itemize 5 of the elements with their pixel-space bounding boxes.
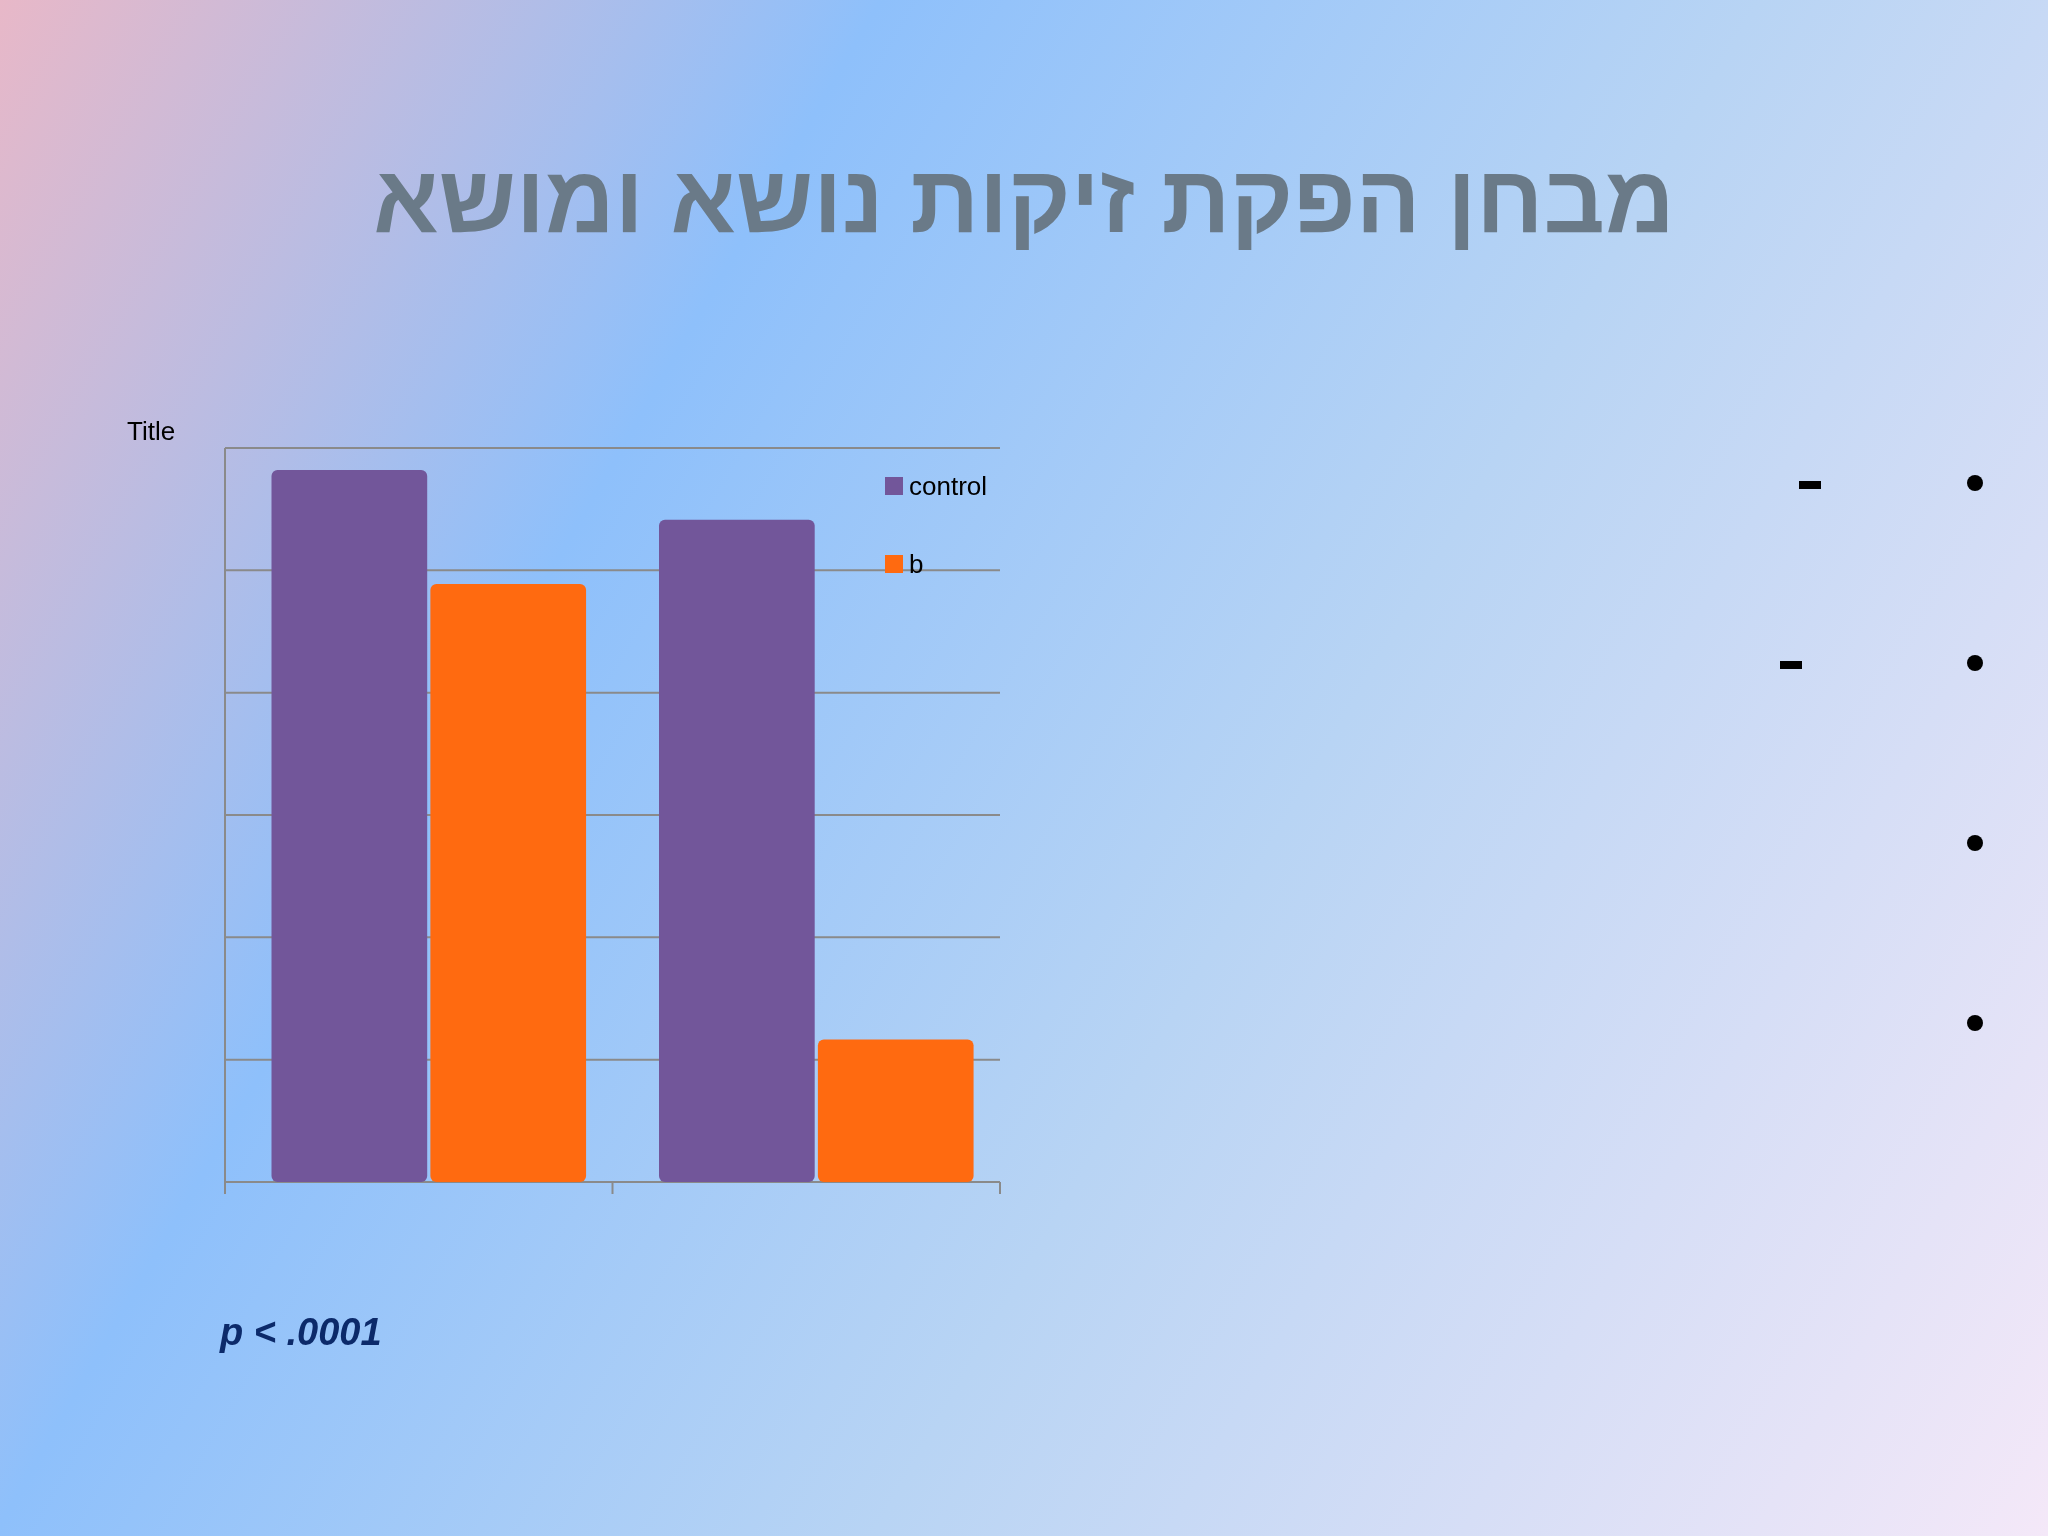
- chart-title: מבחן הפקת זיקות נושא ומושא: [373, 145, 1675, 252]
- y-axis-title: Title: [127, 416, 176, 446]
- legend-label: b: [909, 549, 924, 579]
- legend-label: control: [909, 471, 988, 501]
- text: p < .0001: [219, 1311, 382, 1353]
